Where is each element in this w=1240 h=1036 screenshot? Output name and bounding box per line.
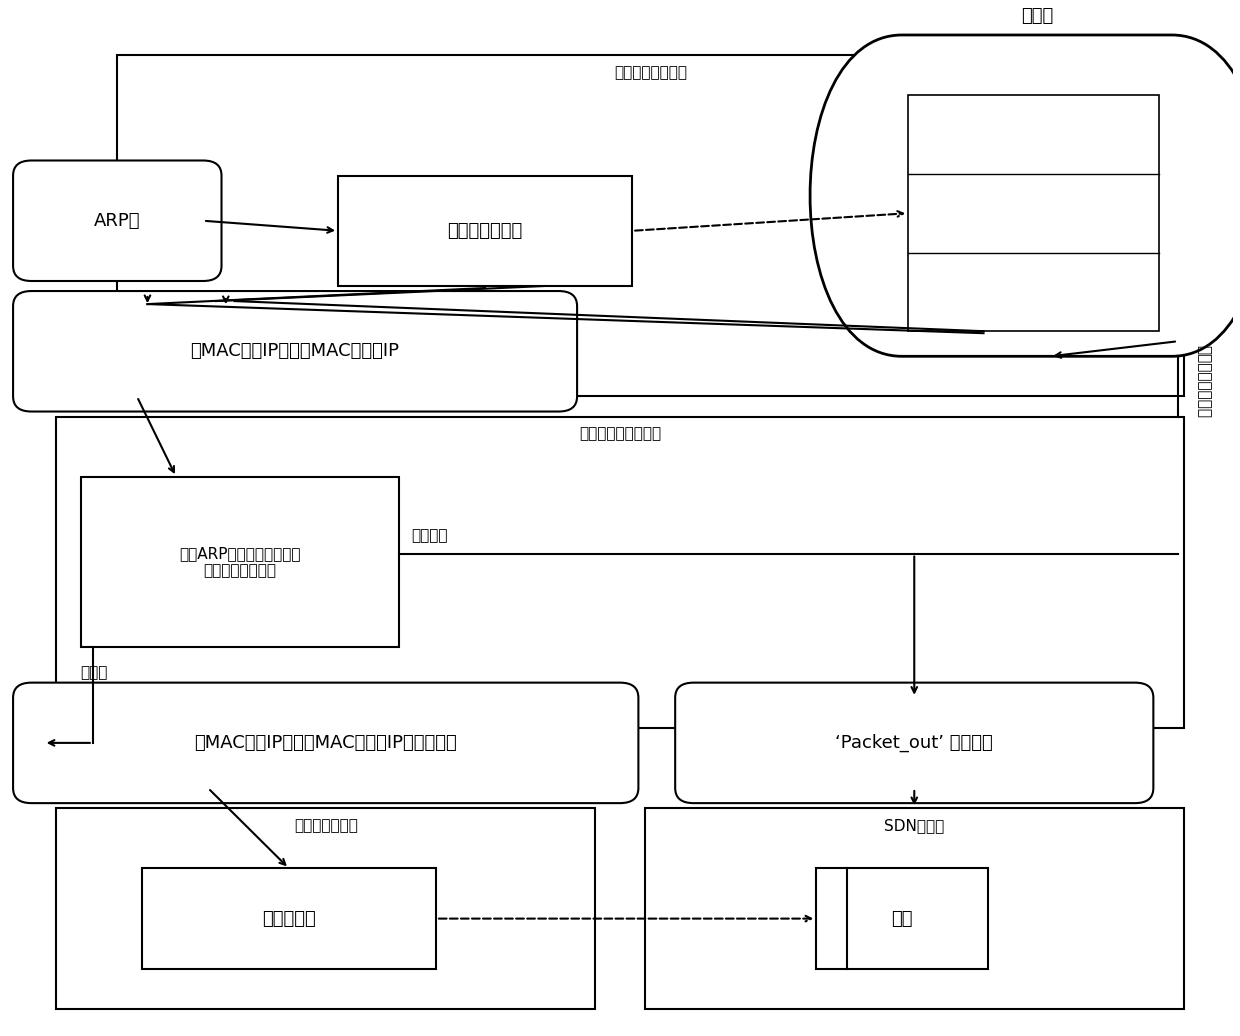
- Bar: [56, 416, 1184, 728]
- Text: 安装流表项: 安装流表项: [262, 910, 316, 927]
- FancyBboxPatch shape: [675, 683, 1153, 803]
- Text: 更新设备可疑性表: 更新设备可疑性表: [1197, 345, 1211, 418]
- Bar: [141, 868, 436, 969]
- Text: 交换机转发表: 交换机转发表: [1007, 206, 1061, 221]
- Text: 流表项控制模块: 流表项控制模块: [294, 818, 357, 833]
- Bar: [908, 95, 1159, 332]
- Text: SDN交换机: SDN交换机: [884, 818, 945, 833]
- Text: 源MAC，源IP，目标MAC，目标IP: 源MAC，源IP，目标MAC，目标IP: [191, 342, 399, 361]
- Text: 数据库: 数据库: [1021, 7, 1053, 25]
- FancyBboxPatch shape: [14, 291, 577, 411]
- FancyBboxPatch shape: [14, 683, 639, 803]
- Bar: [56, 808, 595, 1009]
- Bar: [81, 477, 399, 648]
- Bar: [645, 808, 1184, 1009]
- Text: 检测ARP包中与数据库中的
地址信息是否匹配: 检测ARP包中与数据库中的 地址信息是否匹配: [179, 546, 300, 578]
- Text: 若匹配: 若匹配: [81, 665, 108, 680]
- PathPatch shape: [810, 35, 1240, 356]
- Text: ARP包: ARP包: [94, 211, 140, 230]
- Text: 源MAC，源IP，目标MAC，目标IP，转发端口: 源MAC，源IP，目标MAC，目标IP，转发端口: [195, 733, 458, 752]
- FancyBboxPatch shape: [14, 161, 222, 281]
- Text: 若不匹配: 若不匹配: [412, 528, 448, 544]
- Bar: [339, 175, 632, 286]
- Text: ‘Packet_out’ 命令消息: ‘Packet_out’ 命令消息: [836, 733, 993, 752]
- Bar: [816, 868, 988, 969]
- Text: 流表: 流表: [892, 910, 913, 927]
- Bar: [118, 55, 1184, 397]
- Text: 设备可疑性表: 设备可疑性表: [1007, 284, 1061, 299]
- Text: 地址映射表: 地址映射表: [1011, 127, 1056, 142]
- Text: 网络信息维护模块: 网络信息维护模块: [614, 65, 687, 80]
- Text: 实时检测和防御模块: 实时检测和防御模块: [579, 427, 661, 441]
- Text: 更新数据库信息: 更新数据库信息: [448, 222, 523, 239]
